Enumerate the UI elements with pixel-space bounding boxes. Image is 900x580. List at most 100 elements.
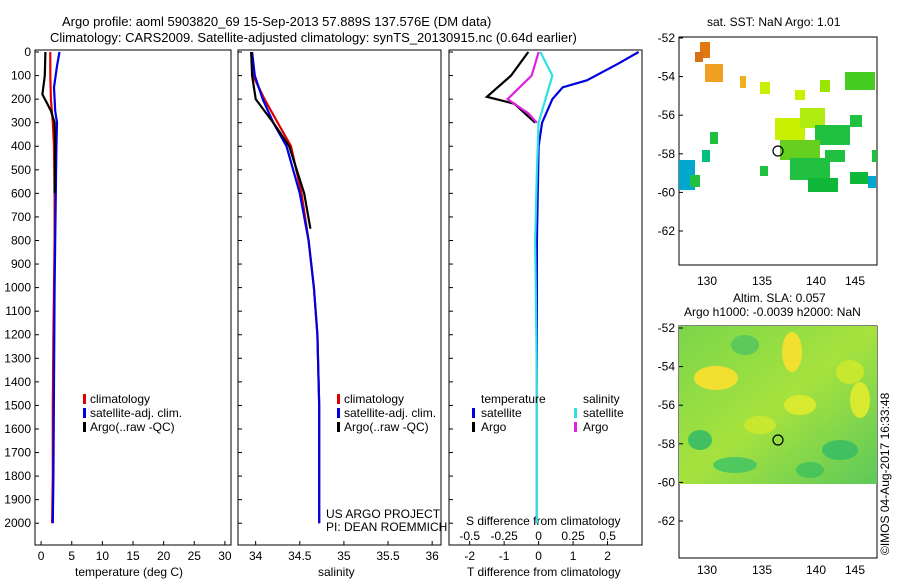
sla-argo-marker xyxy=(772,434,784,446)
map-y-tick-label: -54 xyxy=(658,360,676,374)
x-tick-label: -1 xyxy=(499,549,510,563)
legend-swatch-argo xyxy=(83,422,86,432)
sst-cell xyxy=(868,176,876,188)
sst-cell xyxy=(820,80,830,92)
legend-swatch-satellite xyxy=(83,408,86,418)
top-tick-label: 0.5 xyxy=(599,529,616,543)
map-x-tick-label: 130 xyxy=(697,274,717,288)
map-y-tick-label: -60 xyxy=(658,185,676,199)
diff-top-ticks: -0.5 -0.25 0 0.25 0.5 xyxy=(459,529,616,543)
sla-blob xyxy=(784,395,816,415)
map-y-tick-label: -62 xyxy=(658,514,676,528)
sla-map-title2: Argo h1000: -0.0039 h2000: NaN xyxy=(684,305,861,319)
sst-cell xyxy=(780,140,820,160)
sla-blob xyxy=(796,462,824,478)
temp-legend-satellite: satellite-adj. clim. xyxy=(90,406,182,420)
sst-cell xyxy=(760,82,770,94)
legend-swatch-sal-satellite xyxy=(574,408,577,418)
x-tick-label: 20 xyxy=(157,549,171,563)
sal-legend: climatology satellite-adj. clim. Argo(..… xyxy=(337,392,436,434)
depth-tick-label: 200 xyxy=(11,92,31,106)
x-tick-label: 34.5 xyxy=(288,549,312,563)
sst-cell xyxy=(808,178,838,192)
map-y-tick-label: -60 xyxy=(658,475,676,489)
temp-legend-argo: Argo(..raw -QC) xyxy=(90,420,175,434)
sla-blob xyxy=(744,416,776,434)
sst-cell xyxy=(800,108,825,128)
sst-xticks: 130 135 140 145 xyxy=(697,274,865,288)
sst-cell xyxy=(690,175,700,187)
temp-legend-climatology: climatology xyxy=(90,392,150,406)
depth-tick-label: 1200 xyxy=(4,328,31,342)
sla-xticks: 130 135 140 145 xyxy=(697,563,865,577)
diff-top-label: S difference from climatology xyxy=(466,514,621,528)
sla-blob xyxy=(782,332,802,372)
sal-legend-argo: Argo(..raw -QC) xyxy=(344,420,429,434)
x-tick-label: 30 xyxy=(218,549,232,563)
sla-blob xyxy=(713,457,757,473)
header-line1: Argo profile: aoml 5903820_69 15-Sep-201… xyxy=(62,14,491,29)
sst-cell xyxy=(795,90,805,100)
temp-xticks: 0 5 10 15 20 25 30 xyxy=(38,541,232,563)
depth-tick-label: 2000 xyxy=(4,516,31,530)
series-temperature-argo xyxy=(484,51,536,124)
sst-cell xyxy=(760,166,768,176)
depth-tick-label: 1800 xyxy=(4,469,31,483)
legend-swatch-climatology xyxy=(337,394,340,404)
map-x-tick-label: 135 xyxy=(752,563,772,577)
sst-map-title: sat. SST: NaN Argo: 1.01 xyxy=(707,15,841,29)
sst-cell xyxy=(850,172,868,184)
map-x-tick-label: 140 xyxy=(806,563,826,577)
sst-cell xyxy=(710,132,718,144)
sst-yticks: -52 -54 -56 -58 -60 -62 xyxy=(658,31,683,238)
depth-tick-label: 500 xyxy=(11,163,31,177)
pi-note: PI: DEAN ROEMMICH xyxy=(326,520,447,534)
depth-axis: 0 100 200 300 400 500 600 700 800 900 1000 1100 1200… xyxy=(4,45,453,530)
sst-argo-marker xyxy=(772,145,784,157)
map-y-tick-label: -58 xyxy=(658,147,676,161)
diff-legend: temperature salinity satellite Argo sate… xyxy=(472,392,624,434)
legend-swatch-argo xyxy=(472,422,475,432)
sst-cell xyxy=(775,118,805,140)
depth-tick-label: 300 xyxy=(11,116,31,130)
sla-blob xyxy=(694,366,738,390)
series-layer xyxy=(41,51,640,524)
sla-blob xyxy=(836,360,864,384)
sst-cell xyxy=(695,52,703,62)
depth-tick-label: 1000 xyxy=(4,281,31,295)
depth-tick-label: 1100 xyxy=(5,304,31,318)
map-x-tick-label: 145 xyxy=(845,274,865,288)
x-tick-label: 5 xyxy=(68,549,75,563)
sst-cell xyxy=(705,64,723,82)
temp-panel-frame xyxy=(34,49,232,546)
legend-swatch-sal-argo xyxy=(574,422,577,432)
depth-tick-label: 0 xyxy=(24,45,31,59)
series-climatology xyxy=(250,51,321,524)
x-tick-label: 2 xyxy=(604,549,611,563)
depth-tick-label: 100 xyxy=(11,69,31,83)
top-tick-label: -0.25 xyxy=(490,529,518,543)
map-x-tick-label: 145 xyxy=(845,563,865,577)
sal-xticks: 34 34.5 35 35.5 36 xyxy=(249,541,439,563)
top-tick-label: -0.5 xyxy=(459,529,480,543)
sal-legend-satellite: satellite-adj. clim. xyxy=(344,406,436,420)
sst-cell xyxy=(815,125,850,145)
temp-legend: climatology satellite-adj. clim. Argo(..… xyxy=(83,392,182,434)
sla-map-blobs xyxy=(688,332,870,478)
depth-tick-label: 1900 xyxy=(4,493,31,507)
sla-blob xyxy=(688,430,712,450)
depth-tick-label: 1300 xyxy=(4,351,31,365)
depth-tick-label: 1400 xyxy=(4,375,31,389)
depth-tick-label: 800 xyxy=(11,233,31,247)
map-y-tick-label: -52 xyxy=(658,321,676,335)
depth-tick-label: 1600 xyxy=(4,422,31,436)
diff-legend-sal-title: salinity xyxy=(583,392,620,406)
sst-cell xyxy=(850,115,862,127)
sst-cell xyxy=(740,76,746,88)
map-y-tick-label: -56 xyxy=(658,108,676,122)
diff-legend-sat: satellite xyxy=(481,406,522,420)
x-tick-label: 10 xyxy=(96,549,110,563)
sla-blob xyxy=(822,440,858,460)
project-note: US ARGO PROJECT xyxy=(326,507,441,521)
